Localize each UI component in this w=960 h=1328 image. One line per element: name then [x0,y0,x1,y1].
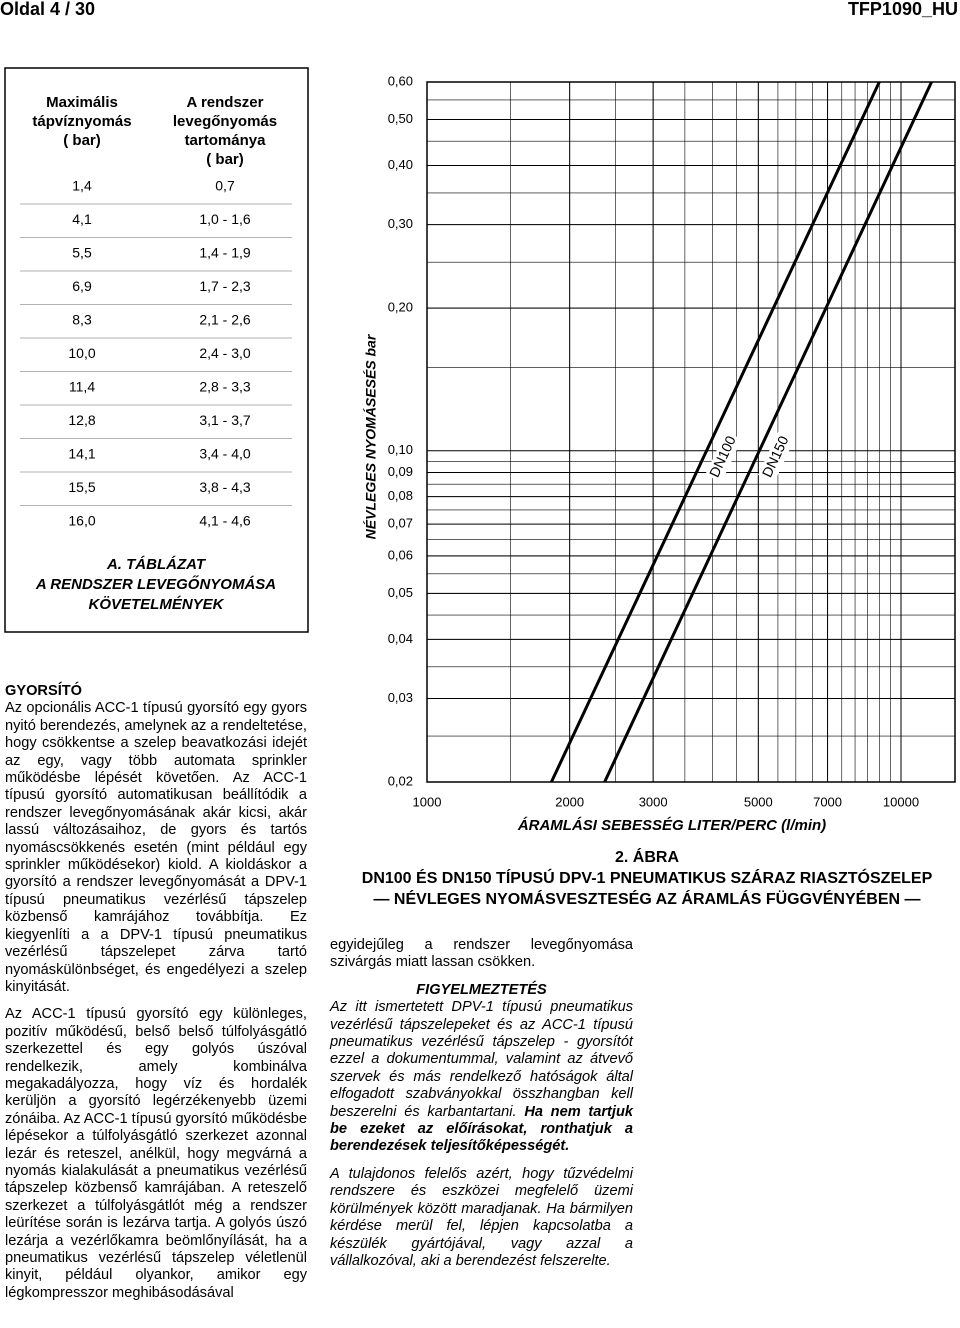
right-column: egyidejűleg a rendszer levegőnyomása szi… [330,937,633,1280]
table-cell: 12,8 [68,412,95,428]
y-axis-label: NÉVLEGES NYOMÁSESÉS bar [363,333,379,539]
table-caption: A. TÁBLÁZAT [106,556,207,573]
table-header: ( bar) [206,151,244,168]
table-header: A rendszer [187,94,264,111]
table-cell: 2,8 - 3,3 [199,379,251,395]
table-cell: 0,7 [215,178,235,194]
left-column: GYORSÍTÓ Az opcionális ACC-1 típusú gyor… [5,683,307,1312]
label-bg [757,431,795,483]
table-cell: 15,5 [68,479,95,495]
table-cell: 16,0 [68,513,95,529]
y-tick-label: 0,04 [388,631,413,646]
table-header: levegőnyomás [173,113,277,130]
series-line [550,82,881,782]
table-cell: 3,8 - 4,3 [199,479,251,495]
paragraph: A tulajdonos felelős azért, hogy tűzvéde… [330,1165,633,1269]
x-tick-label: 7000 [813,794,842,809]
paragraph: egyidejűleg a rendszer levegőnyomása szi… [330,937,633,971]
y-tick-label: 0,06 [388,547,413,562]
table-caption: A RENDSZER LEVEGŐNYOMÁSA [35,575,276,593]
x-tick-label: 10000 [883,794,919,809]
table-cell: 5,5 [72,245,92,261]
table-cell: 14,1 [68,446,95,462]
x-tick-label: 3000 [639,794,668,809]
y-tick-label: 0,30 [388,216,413,231]
table-header: ( bar) [63,132,101,149]
table-header: tartománya [185,132,267,149]
table-cell: 1,0 - 1,6 [199,211,251,227]
paragraph: Az opcionális ACC-1 típusú gyorsító egy … [5,700,307,995]
table-header: Maximális [46,94,118,111]
y-tick-label: 0,02 [388,773,413,788]
table-cell: 2,4 - 3,0 [199,345,251,361]
table-frame [4,67,309,633]
y-tick-label: 0,40 [388,157,413,172]
warning: Az itt ismertetett DPV-1 típusú pneumati… [330,999,633,1156]
table-cell: 1,4 - 1,9 [199,245,251,261]
y-tick-label: 0,10 [388,442,413,457]
y-tick-label: 0,09 [388,464,413,479]
table-cell: 8,3 [72,312,92,328]
table-cell: 2,1 - 2,6 [199,312,251,328]
warning-bold: Ha nem tartjuk be ezeket az előírásokat,… [330,1103,633,1155]
x-tick-label: 2000 [555,794,584,809]
paragraph: Az ACC-1 típusú gyorsító egy különleges,… [5,1006,307,1301]
x-tick-label: 5000 [744,794,773,809]
warning-text: Az itt ismertetett DPV-1 típusú pneumati… [330,999,633,1120]
table-cell: 4,1 [72,211,92,227]
y-tick-label: 0,50 [388,111,413,126]
x-tick-label: 1000 [413,794,442,809]
label-bg [705,431,742,483]
table-cell: 11,4 [69,379,95,395]
table-cell: 1,4 [72,178,92,194]
table-header: tápvíznyomás [32,113,131,130]
y-tick-label: 0,08 [388,488,413,503]
figure-caption: DN100 ÉS DN150 TÍPUSÚ DPV-1 PNEUMATIKUS … [362,868,933,887]
figure-caption: — NÉVLEGES NYOMÁSVESZTESÉG AZ ÁRAMLÁS FÜ… [373,889,920,908]
heading: GYORSÍTÓ [5,683,83,699]
table-cell: 6,9 [72,278,92,294]
table-caption: KÖVETELMÉNYEK [88,596,224,613]
table-cell: 10,0 [68,345,95,361]
y-tick-label: 0,07 [388,516,413,531]
table-cell: 4,1 - 4,6 [199,513,251,529]
plot-frame [426,81,956,783]
y-tick-label: 0,60 [388,73,413,88]
series-line [603,82,933,782]
warning-heading: FIGYELMEZTETÉS [416,981,547,998]
x-axis-label: ÁRAMLÁSI SEBESSÉG LITER/PERC (l/min) [517,817,826,834]
table-cell: 3,4 - 4,0 [199,446,251,462]
table-cell: 3,1 - 3,7 [199,412,251,428]
figure-caption: 2. ÁBRA [615,847,679,866]
y-tick-label: 0,05 [388,585,413,600]
doc-id: TFP1090_HU [848,0,958,19]
page-number: Oldal 4 / 30 [0,0,95,19]
y-tick-label: 0,03 [388,690,413,705]
y-tick-label: 0,20 [388,300,413,315]
table-cell: 1,7 - 2,3 [199,278,251,294]
